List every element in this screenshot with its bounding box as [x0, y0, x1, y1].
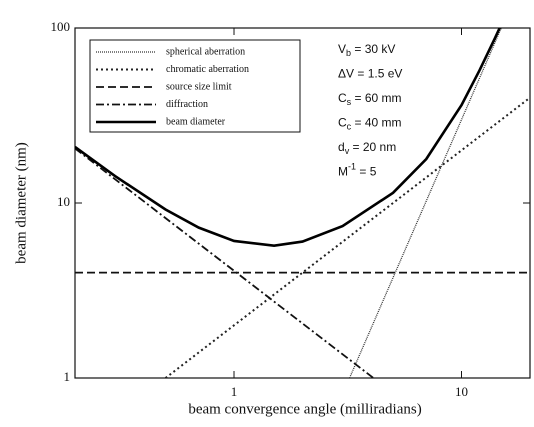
annotation-subscript: v — [345, 146, 350, 156]
legend-label: spherical aberration — [166, 46, 245, 57]
annotation-text: = 60 mm — [351, 91, 401, 105]
y-tick-label: 1 — [64, 369, 71, 384]
series-line — [75, 147, 374, 378]
annotation-subscript: b — [346, 48, 351, 58]
annotation-text: = 20 nm — [349, 140, 396, 154]
annotation-text: = 40 mm — [351, 116, 401, 130]
plot-lines — [75, 28, 530, 378]
annotation: dv = 20 nm — [338, 140, 396, 156]
annotation-subscript: c — [347, 122, 352, 132]
x-axis-label: beam convergence angle (milliradians) — [188, 401, 421, 417]
series-line — [164, 96, 530, 378]
annotation-text: C — [338, 116, 347, 130]
annotation: ΔV = 1.5 eV — [338, 67, 402, 81]
annotation-text: M — [338, 165, 348, 179]
legend-label: chromatic aberration — [166, 64, 249, 75]
legend-label: diffraction — [166, 99, 208, 110]
y-tick-label: 100 — [51, 19, 71, 34]
annotation-subscript: s — [347, 97, 352, 107]
annotation: Cc = 40 mm — [338, 116, 402, 132]
annotation-superscript: -1 — [348, 162, 356, 172]
annotation-text: d — [338, 140, 345, 154]
y-axis-label: beam diameter (nm) — [13, 142, 29, 264]
annotation: M-1 = 5 — [338, 162, 377, 179]
annotation: Cs = 60 mm — [338, 91, 402, 107]
series-line — [75, 28, 502, 248]
annotation-text: ΔV = 1.5 eV — [338, 67, 402, 81]
x-tick-label: 1 — [231, 384, 238, 399]
annotation-text: = 30 kV — [351, 42, 395, 56]
annotation: Vb = 30 kV — [338, 42, 395, 58]
legend-label: beam diameter — [166, 116, 226, 127]
legend-box — [89, 39, 301, 133]
annotation-text: C — [338, 91, 347, 105]
annotation-text: = 5 — [356, 165, 377, 179]
y-tick-label: 10 — [57, 194, 70, 209]
annotation-text: V — [338, 42, 346, 56]
series-line — [348, 28, 502, 378]
x-tick-label: 10 — [455, 384, 468, 399]
legend-label: source size limit — [166, 81, 232, 92]
